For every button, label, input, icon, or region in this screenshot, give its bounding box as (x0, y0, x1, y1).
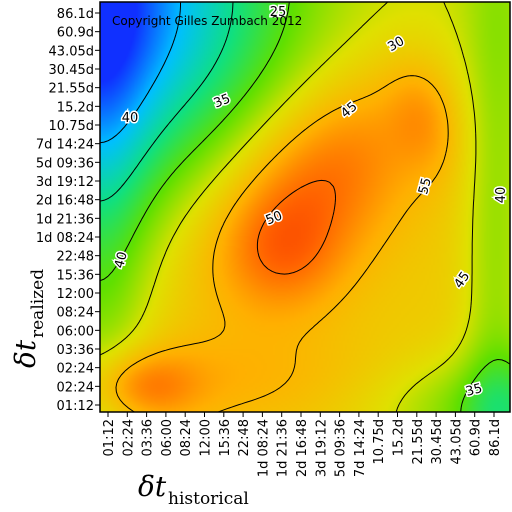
contour-line-45 (115, 75, 449, 412)
x-axis-label: δt historical (138, 470, 249, 509)
contour-label: 50 (264, 208, 285, 228)
contour-label: 55 (416, 176, 435, 196)
y-tick-label: 86.1d (57, 7, 94, 22)
contour-line-40 (100, 2, 477, 412)
x-tick-label: 2d 16:48 (295, 419, 310, 477)
x-tick-label: 43.05d (449, 419, 464, 464)
contour-label: 25 (270, 5, 287, 20)
x-tick-label: 01:12 (102, 419, 117, 456)
x-tick-label: 15:36 (218, 419, 233, 456)
y-tick-label: 43.05d (49, 44, 94, 59)
y-tick-label: 01:12 (57, 399, 94, 414)
x-tick-label: 1d 21:36 (276, 419, 291, 477)
copyright-annotation: Copyright Gilles Zumbach 2012 (112, 14, 302, 28)
y-tick-label: 15.2d (57, 100, 94, 115)
contour-line-25 (100, 2, 181, 144)
x-tick-label: 22:48 (237, 419, 252, 456)
x-tick-label: 03:36 (141, 419, 156, 456)
y-tick-label: 06:00 (57, 324, 94, 339)
y-tick-label: 5d 09:36 (36, 156, 94, 171)
x-tick-label: 08:24 (179, 419, 194, 456)
y-tick-label: 2d 16:48 (36, 194, 94, 209)
x-tick-label: 02:24 (121, 419, 136, 456)
y-tick-label: 30.45d (49, 63, 94, 78)
y-axis-ticks: 01:12 02:24 02:24 03:36 06:00 08:24 12:00 15:36… (36, 7, 100, 414)
x-tick-label: 15.2d (392, 419, 407, 456)
contour-line-50 (256, 179, 336, 275)
svg-text:δt: δt (138, 470, 167, 503)
y-tick-label: 21.55d (49, 82, 94, 97)
x-tick-label: 3d 19:12 (314, 419, 329, 477)
y-tick-label: 12:00 (57, 287, 94, 302)
contour-label: 40 (112, 250, 131, 270)
svg-text:historical: historical (168, 489, 249, 509)
y-tick-label: 08:24 (57, 306, 94, 321)
y-tick-label: 10.75d (49, 119, 94, 134)
svg-text:δt: δt (9, 339, 42, 368)
y-tick-label: 7d 14:24 (36, 138, 94, 153)
y-tick-label: 3d 19:12 (36, 175, 94, 190)
y-tick-label: 1d 21:36 (36, 212, 94, 227)
contour-line-35 (100, 2, 510, 412)
y-axis-label: δt realized (9, 269, 48, 368)
y-tick-label: 02:24 (57, 362, 94, 377)
x-tick-label: 5d 09:36 (334, 419, 349, 477)
heatmap-image (100, 2, 510, 412)
y-tick-label: 1d 08:24 (36, 231, 94, 246)
y-tick-label: 60.9d (57, 26, 94, 41)
x-tick-label: 12:00 (199, 419, 214, 456)
y-tick-label: 22:48 (57, 250, 94, 265)
contour-label: 40 (494, 187, 509, 204)
y-tick-label: 03:36 (57, 343, 94, 358)
contour-label: 40 (122, 111, 139, 126)
x-tick-label: 30.45d (430, 419, 445, 464)
x-axis-ticks: 01:12 02:24 03:36 06:00 08:24 12:00 15:36 22:48… (102, 412, 503, 477)
x-tick-label: 1d 08:24 (256, 419, 271, 477)
contour-label: 35 (464, 381, 484, 400)
contour-line-30 (100, 2, 234, 202)
x-tick-label: 86.1d (488, 419, 503, 456)
contour-lines (100, 2, 510, 412)
y-tick-label: 02:24 (57, 380, 94, 395)
x-tick-label: 21.55d (411, 419, 426, 464)
x-tick-label: 60.9d (469, 419, 484, 456)
y-tick-label: 15:36 (57, 268, 94, 283)
svg-text:realized: realized (28, 269, 48, 338)
plot-frame (99, 1, 511, 413)
x-tick-label: 06:00 (160, 419, 175, 456)
x-tick-label: 7d 14:24 (353, 419, 368, 477)
heatmap-field (100, 2, 510, 412)
x-tick-label: 10.75d (372, 419, 387, 464)
